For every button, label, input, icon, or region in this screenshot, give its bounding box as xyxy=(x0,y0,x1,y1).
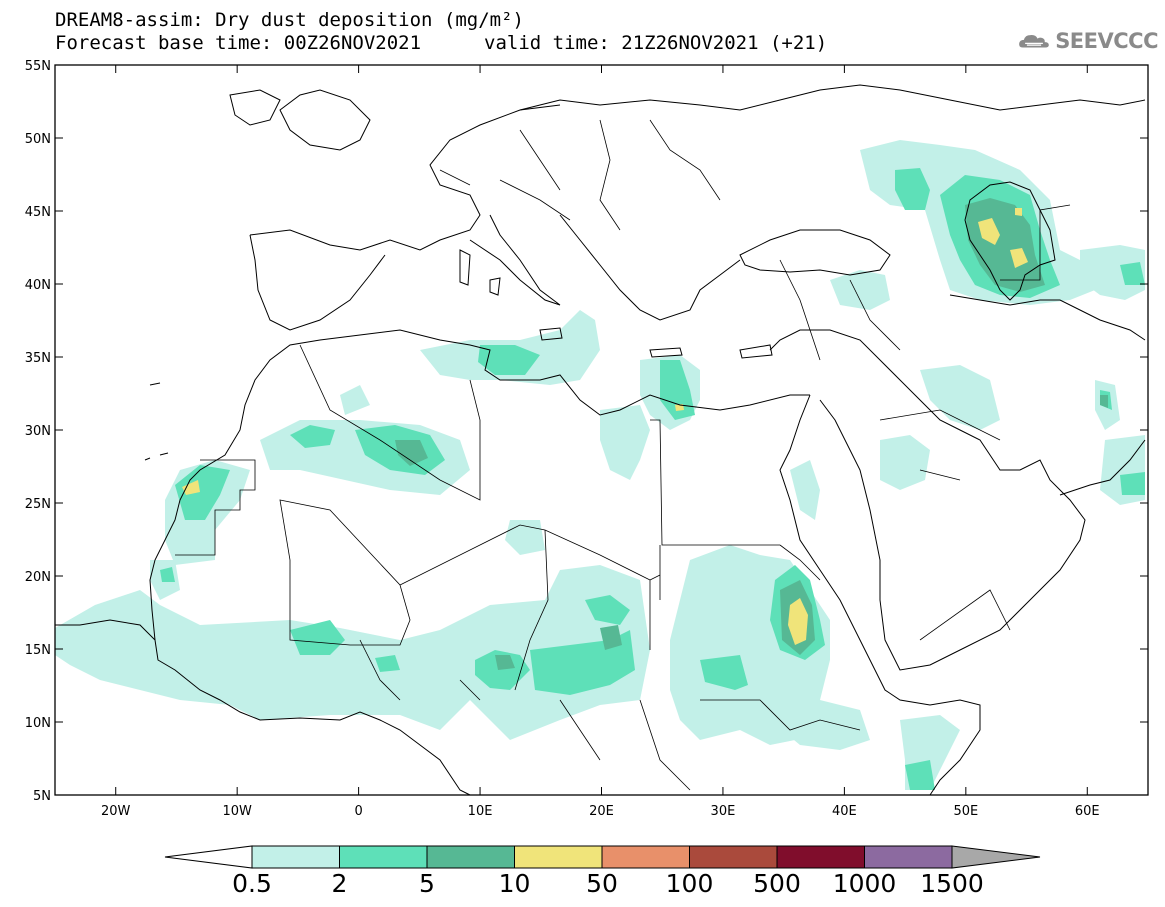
colorbar-swatch xyxy=(689,845,778,869)
coastlines xyxy=(55,84,1146,796)
colorbar-label: 5 xyxy=(419,869,435,898)
colorbar-over-arrow xyxy=(951,845,1041,869)
lon-tick-label: 20E xyxy=(589,804,614,819)
lat-tick-label: 5N xyxy=(33,789,51,804)
colorbar-swatch xyxy=(776,845,865,869)
lon-tick-label: 20W xyxy=(101,804,131,819)
lat-tick-label: 25N xyxy=(25,497,51,512)
axis-ticks xyxy=(55,64,1148,796)
colorbar-swatch xyxy=(601,845,690,869)
colorbar-label: 100 xyxy=(666,869,714,898)
lat-tick-label: 55N xyxy=(25,59,51,74)
country-borders xyxy=(175,119,1071,791)
colorbar xyxy=(164,845,1041,869)
colorbar-under-arrow xyxy=(164,845,253,869)
latitude-labels: 55N 50N 45N 40N 35N 30N 25N 20N 15N 10N 5N xyxy=(25,59,51,804)
forecast-base-time: Forecast base time: 00Z26NOV2021 xyxy=(55,32,422,54)
lon-tick-label: 30E xyxy=(711,804,736,819)
valid-time: valid time: 21Z26NOV2021 (+21) xyxy=(484,32,828,54)
map-title: DREAM8-assim: Dry dust deposition (mg/m²… xyxy=(55,9,524,31)
lon-tick-label: 60E xyxy=(1075,804,1100,819)
lat-tick-label: 35N xyxy=(25,351,51,366)
lon-tick-label: 10W xyxy=(222,804,252,819)
lat-tick-label: 30N xyxy=(25,424,51,439)
colorbar-label: 10 xyxy=(499,869,531,898)
colorbar-swatch xyxy=(864,845,953,869)
colorbar-swatch xyxy=(426,845,515,869)
colorbar-label: 1000 xyxy=(833,869,897,898)
longitude-labels: 20W 10W 0 10E 20E 30E 40E 50E 60E xyxy=(101,804,1100,819)
colorbar-label: 2 xyxy=(332,869,348,898)
lon-tick-label: 50E xyxy=(953,804,978,819)
colorbar-swatch xyxy=(339,845,428,869)
lat-tick-label: 40N xyxy=(25,278,51,293)
colorbar-swatch xyxy=(251,845,340,869)
logo-text: SEEVCCC xyxy=(1055,29,1158,53)
colorbar-swatch xyxy=(514,845,603,869)
deposition-field xyxy=(55,140,1145,790)
lat-tick-label: 50N xyxy=(25,132,51,147)
lon-tick-label: 40E xyxy=(832,804,857,819)
seevccc-logo: SEEVCCC xyxy=(1018,24,1158,58)
lat-tick-label: 10N xyxy=(25,716,51,731)
lat-tick-label: 45N xyxy=(25,205,51,220)
lat-tick-label: 20N xyxy=(25,570,51,585)
colorbar-label: 50 xyxy=(586,869,618,898)
colorbar-label: 0.5 xyxy=(232,869,272,898)
colorbar-labels: 0.5 2 5 10 50 100 500 1000 1500 xyxy=(232,869,984,898)
lon-tick-label: 10E xyxy=(468,804,493,819)
colorbar-label: 500 xyxy=(753,869,801,898)
cloud-logo-icon xyxy=(1019,34,1049,48)
lat-tick-label: 15N xyxy=(25,643,51,658)
colorbar-label: 1500 xyxy=(920,869,984,898)
lon-tick-label: 0 xyxy=(354,804,362,819)
